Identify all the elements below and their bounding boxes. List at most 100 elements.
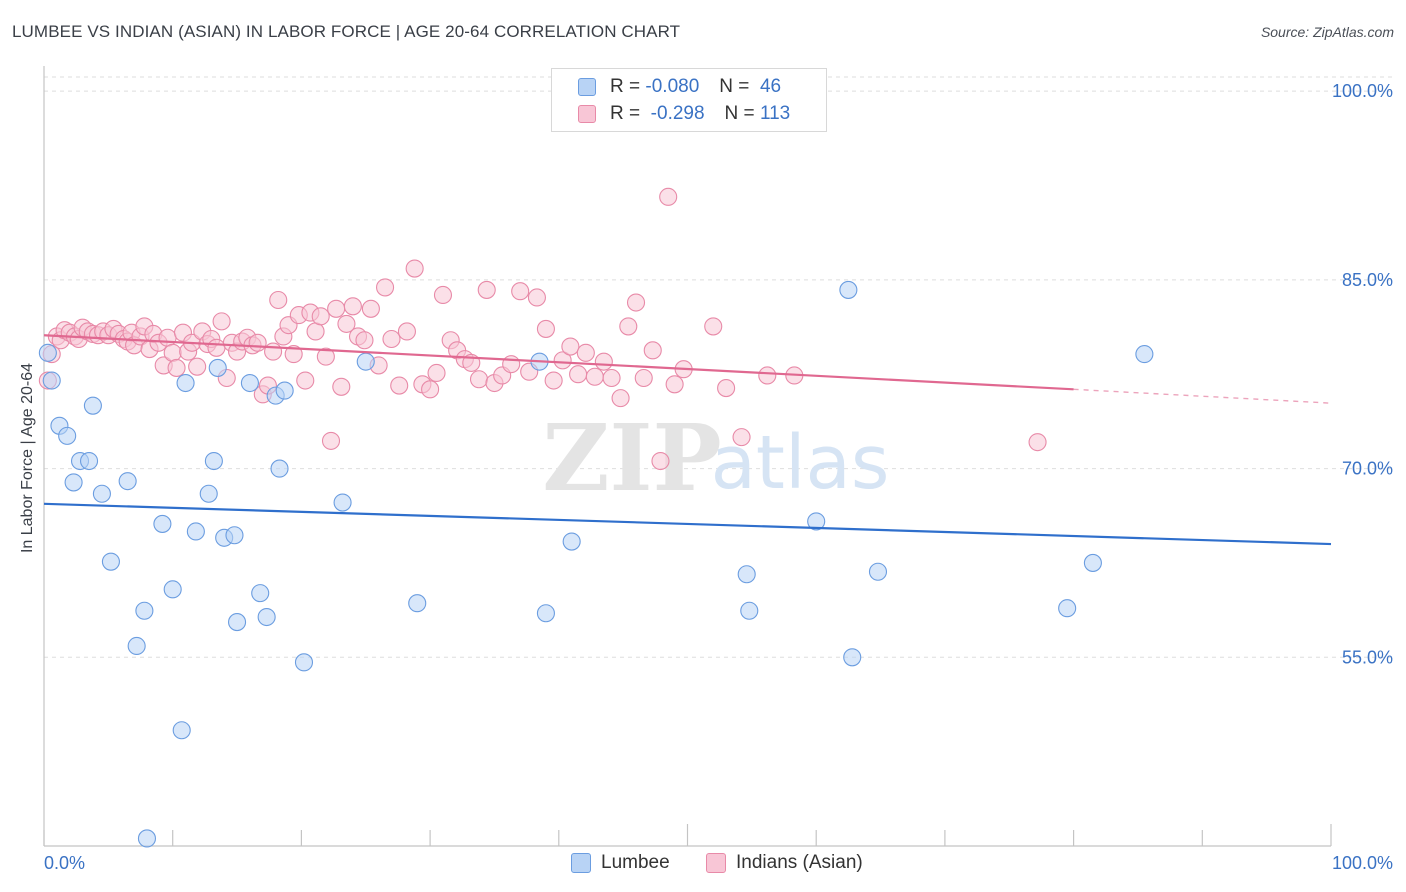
legend-r-value-lumbee: -0.080 xyxy=(645,76,700,97)
indian-point xyxy=(327,299,346,318)
legend-n-label: N = xyxy=(719,76,750,97)
lumbee-point xyxy=(199,484,218,503)
indian-trendline-extension xyxy=(1073,388,1332,404)
labels-layer: 100.0% 85.0% 70.0% 55.0% 0.0% 100.0% xyxy=(44,81,1393,873)
indian-point xyxy=(167,358,186,377)
y-tick-label: 85.0% xyxy=(1342,270,1393,290)
grid-layer xyxy=(44,76,1392,658)
indian-point xyxy=(306,322,325,341)
indian-point xyxy=(433,285,453,305)
correlation-legend: R = -0.080 N = 46 R = -0.298 N = 113 xyxy=(551,68,827,132)
indian-point xyxy=(717,379,736,398)
points-layer xyxy=(38,187,1154,848)
chart-source: Source: ZipAtlas.com xyxy=(1260,24,1394,40)
axes-layer xyxy=(43,66,1332,847)
lumbee-point xyxy=(172,721,191,740)
y-tick-label: 55.0% xyxy=(1342,647,1393,667)
lumbee-point xyxy=(562,532,581,551)
series-label-lumbee: Lumbee xyxy=(601,852,670,873)
x-tick-label: 0.0% xyxy=(44,853,85,873)
indian-trendline xyxy=(43,334,1074,391)
indian-point xyxy=(527,288,546,307)
lumbee-point xyxy=(536,604,555,623)
lumbee-point xyxy=(868,562,888,581)
indian-point xyxy=(337,314,356,333)
indian-point xyxy=(1028,433,1047,452)
series-swatch-indian xyxy=(706,853,726,873)
indian-point xyxy=(296,371,315,390)
series-legend-lumbee[interactable]: Lumbee xyxy=(571,852,670,874)
indian-point xyxy=(248,333,267,352)
series-swatch-lumbee xyxy=(571,853,591,873)
indian-point xyxy=(594,352,613,371)
lumbee-point xyxy=(79,451,99,471)
indian-point xyxy=(477,280,496,299)
indian-point xyxy=(544,371,563,390)
indian-point xyxy=(188,357,207,376)
lumbee-point xyxy=(176,373,195,393)
lumbee-point xyxy=(58,426,77,445)
lumbee-point xyxy=(42,371,61,390)
indian-point xyxy=(405,259,424,278)
indian-point xyxy=(207,338,226,357)
lumbee-point xyxy=(163,580,182,599)
legend-row-indian: R = -0.298 N = 113 xyxy=(578,101,790,127)
lumbee-point xyxy=(137,829,157,848)
lumbee-point xyxy=(135,601,154,620)
legend-swatch-indian xyxy=(578,105,596,123)
indian-point xyxy=(611,389,630,408)
legend-n-value-lumbee: 46 xyxy=(759,76,782,97)
indian-point xyxy=(704,317,723,336)
lumbee-point xyxy=(228,613,247,632)
indian-point xyxy=(343,297,362,316)
legend-n-label: N = xyxy=(724,103,755,124)
lumbee-point xyxy=(1058,599,1077,618)
lumbee-point xyxy=(208,358,227,377)
indian-point xyxy=(421,380,440,399)
indian-point xyxy=(651,451,670,471)
y-tick-label: 100.0% xyxy=(1332,81,1393,101)
lumbee-point xyxy=(740,601,759,620)
indian-point xyxy=(332,377,351,396)
indian-point xyxy=(569,365,588,384)
series-legend: Lumbee Indians (Asian) xyxy=(0,852,1406,878)
indian-point xyxy=(643,341,662,360)
lumbee-point xyxy=(1135,345,1154,364)
lumbee-point xyxy=(204,451,223,471)
y-tick-label: 70.0% xyxy=(1342,459,1393,479)
indian-point xyxy=(390,376,409,395)
indian-point xyxy=(397,322,416,341)
indian-point xyxy=(659,187,678,206)
indian-point xyxy=(553,351,572,370)
lumbee-point xyxy=(186,522,205,541)
lumbee-point xyxy=(843,648,862,667)
lumbee-point xyxy=(118,472,137,491)
lumbee-point xyxy=(356,352,375,371)
legend-row-lumbee: R = -0.080 N = 46 xyxy=(578,74,781,100)
lumbee-point xyxy=(294,653,314,672)
lumbee-point xyxy=(839,280,858,299)
indian-point xyxy=(536,319,555,338)
lumbee-point xyxy=(807,512,826,531)
lumbee-point xyxy=(1083,553,1102,572)
indian-point xyxy=(511,282,530,301)
series-legend-indian[interactable]: Indians (Asian) xyxy=(706,852,863,874)
indian-point xyxy=(732,428,751,447)
lumbee-trendline xyxy=(43,502,1332,546)
indian-point xyxy=(561,337,580,356)
indian-point xyxy=(758,366,777,385)
lumbee-point xyxy=(270,459,289,478)
lumbee-point xyxy=(127,636,146,656)
trend-layer xyxy=(43,334,1332,546)
y-axis-label: In Labor Force | Age 20-64 xyxy=(19,362,36,554)
indian-point xyxy=(665,375,684,394)
legend-r-value-indian: -0.298 xyxy=(650,103,705,124)
indian-point xyxy=(634,368,653,388)
legend-r-label: R = xyxy=(610,76,641,97)
indian-point xyxy=(212,312,231,331)
lumbee-point xyxy=(153,514,172,533)
indian-point xyxy=(469,370,489,389)
indian-point xyxy=(619,317,638,336)
indian-point xyxy=(382,329,401,349)
